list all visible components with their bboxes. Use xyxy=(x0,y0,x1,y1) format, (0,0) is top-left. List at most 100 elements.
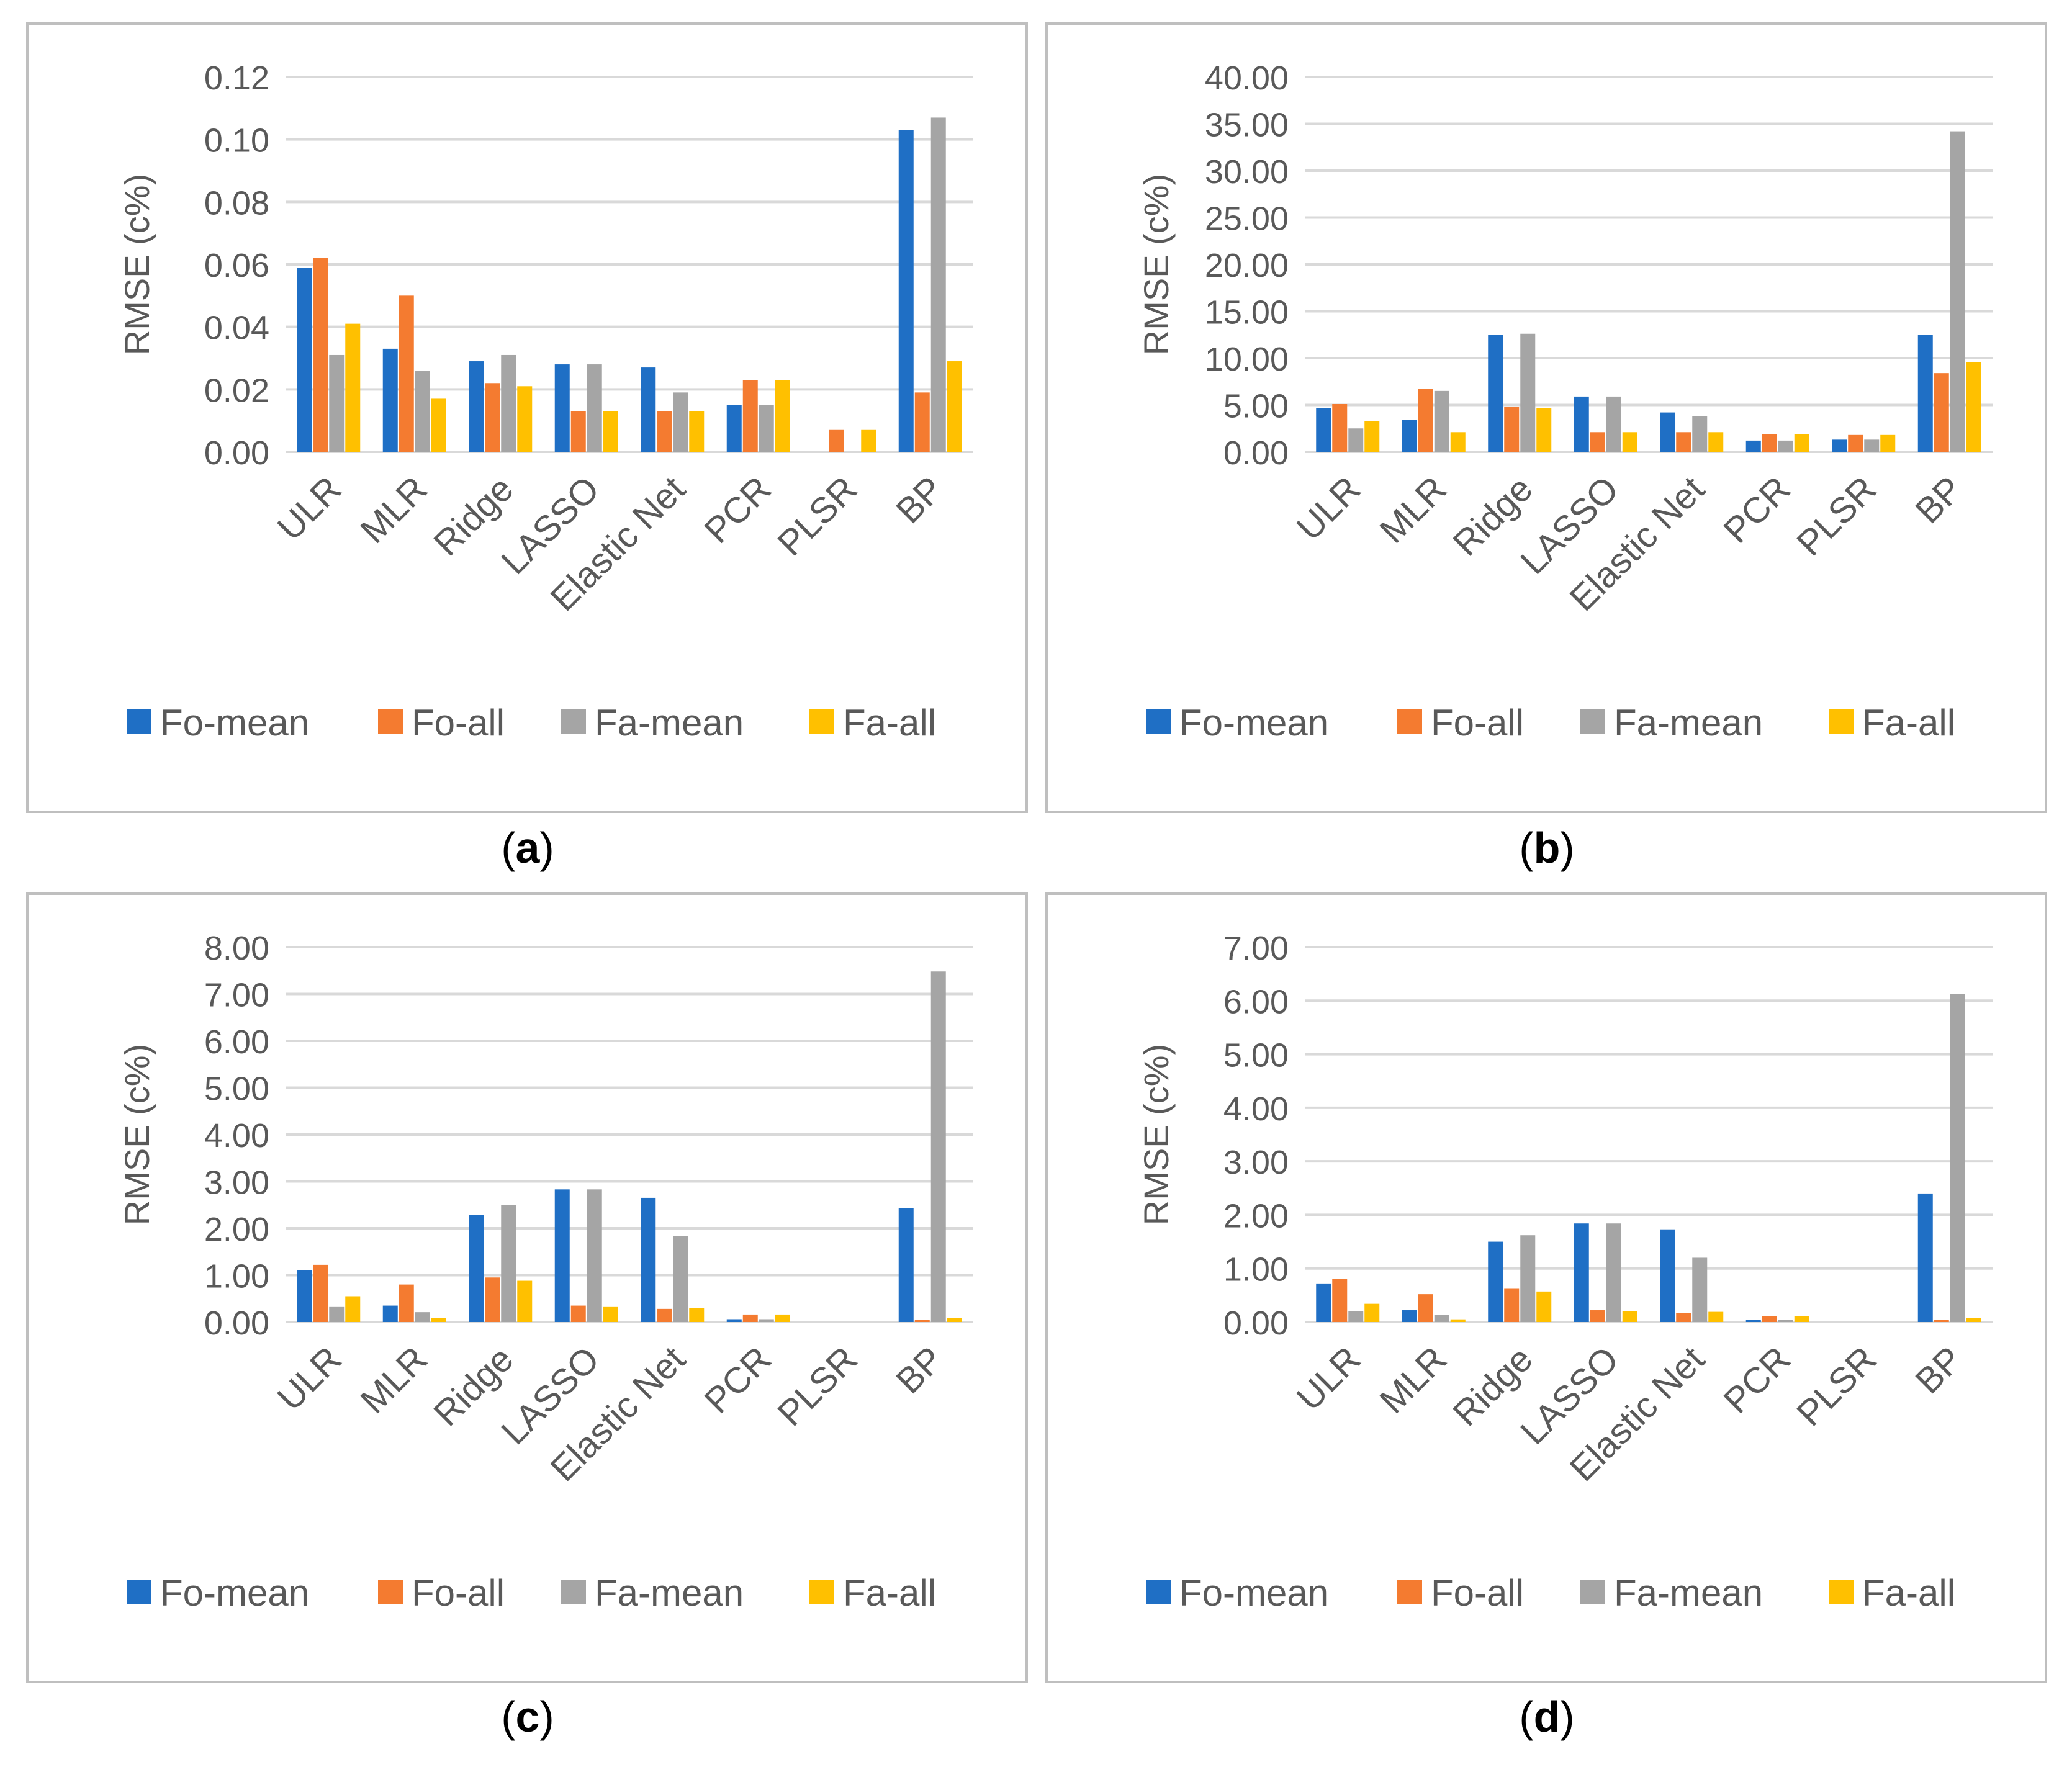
bar-fo-all-bp xyxy=(1934,1320,1949,1322)
legend-swatch-fa-mean xyxy=(561,1580,586,1604)
bar-fa-all-elastic-net xyxy=(1708,1311,1724,1322)
bar-fa-mean-pcr xyxy=(759,1319,774,1322)
bar-fa-all-ridge xyxy=(517,1280,533,1322)
y-tick-label: 40.00 xyxy=(1205,60,1289,97)
legend-swatch-fo-all xyxy=(1397,709,1422,734)
bar-fo-all-elastic-net xyxy=(657,1308,672,1322)
bar-fo-all-ridge xyxy=(1504,407,1520,452)
y-tick-label: 10.00 xyxy=(1205,341,1289,378)
y-tick-label: 3.00 xyxy=(204,1164,269,1202)
bar-fa-mean-ridge xyxy=(501,1205,516,1322)
bar-fa-all-elastic-net xyxy=(689,1308,705,1322)
bar-fo-all-ridge xyxy=(485,1277,500,1322)
panel-caption: (c) xyxy=(501,1693,554,1741)
bar-fa-mean-lasso xyxy=(1606,1223,1621,1322)
bar-fa-all-ulr xyxy=(345,1296,361,1322)
bar-fa-all-bp xyxy=(947,361,962,452)
bar-fo-mean-lasso xyxy=(554,1189,570,1322)
bar-fa-all-bp xyxy=(1966,1318,1981,1322)
bar-fo-mean-pcr xyxy=(1745,1320,1761,1322)
bar-fa-all-mlr xyxy=(431,398,446,452)
bar-fa-mean-ulr xyxy=(329,1306,345,1322)
y-tick-label: 0.00 xyxy=(204,1305,269,1342)
bar-fo-mean-mlr xyxy=(1402,1310,1417,1322)
bar-fo-mean-bp xyxy=(898,130,914,452)
bar-fa-all-bp xyxy=(1966,362,1981,452)
y-tick-label: 1.00 xyxy=(1223,1251,1289,1288)
legend-swatch-fo-mean xyxy=(1146,1580,1171,1604)
bar-fa-all-ulr xyxy=(1364,421,1380,452)
y-axis-label: RMSE (c%) xyxy=(1137,174,1176,355)
bar-fo-all-lasso xyxy=(570,1305,586,1322)
y-tick-label: 5.00 xyxy=(204,1071,269,1108)
bar-fo-mean-elastic-net xyxy=(641,1197,656,1322)
bar-fa-mean-lasso xyxy=(587,1189,602,1322)
legend-swatch-fa-all xyxy=(809,1580,834,1604)
bar-fo-mean-pcr xyxy=(1745,440,1761,452)
bar-fa-all-ridge xyxy=(517,386,533,452)
y-tick-label: 7.00 xyxy=(204,977,269,1014)
panel-caption: (a) xyxy=(501,824,554,872)
legend-label: Fa-mean xyxy=(595,702,744,744)
y-tick-label: 6.00 xyxy=(1223,983,1289,1020)
bar-fo-all-pcr xyxy=(742,1314,758,1322)
bar-fo-mean-lasso xyxy=(1574,396,1589,452)
bar-fa-all-mlr xyxy=(1450,432,1466,452)
bar-fa-all-lasso xyxy=(603,411,618,452)
bar-fo-mean-bp xyxy=(898,1208,914,1322)
bar-fo-all-bp xyxy=(1934,373,1949,452)
chart-panel-d: 0.00 1.00 2.00 3.00 4.00 5.00 6.00 7.00 RMSE (c%… xyxy=(1045,892,2047,1683)
legend-label: Fo-all xyxy=(412,702,505,744)
legend-swatch-fo-all xyxy=(378,709,403,734)
legend-label: Fo-mean xyxy=(160,702,309,744)
bar-fo-all-mlr xyxy=(399,1284,414,1322)
legend-label: Fo-mean xyxy=(1179,702,1328,744)
legend-swatch-fo-all xyxy=(1397,1580,1422,1604)
bar-fa-mean-elastic-net xyxy=(1692,1257,1708,1322)
bar-fa-mean-bp xyxy=(930,117,946,452)
legend-swatch-fo-mean xyxy=(1146,709,1171,734)
y-tick-label: 15.00 xyxy=(1205,294,1289,331)
bar-fo-mean-pcr xyxy=(726,405,742,452)
legend-swatch-fo-mean xyxy=(127,1580,151,1604)
y-tick-label: 0.00 xyxy=(204,434,269,472)
bar-fa-all-plsr xyxy=(1880,434,1896,452)
y-tick-label: 0.08 xyxy=(204,184,269,222)
legend-label: Fa-all xyxy=(843,1572,936,1614)
legend-label: Fa-all xyxy=(1862,702,1955,744)
bar-fa-all-bp xyxy=(947,1318,962,1322)
bar-fa-all-pcr xyxy=(775,1314,790,1322)
bar-fo-mean-lasso xyxy=(1574,1223,1589,1322)
bar-fo-all-ridge xyxy=(1504,1288,1520,1322)
bar-fo-all-pcr xyxy=(742,380,758,452)
bar-fa-all-lasso xyxy=(1622,432,1637,452)
bar-fa-all-pcr xyxy=(1794,1316,1809,1322)
bar-fa-all-lasso xyxy=(603,1306,618,1322)
legend-label: Fo-all xyxy=(1431,1572,1524,1614)
bar-fo-all-ulr xyxy=(313,258,328,452)
bar-fa-mean-lasso xyxy=(587,364,602,452)
bar-fa-mean-ridge xyxy=(1520,1235,1536,1322)
y-tick-label: 7.00 xyxy=(1223,930,1289,967)
legend-swatch-fa-all xyxy=(1829,709,1854,734)
bar-fa-mean-bp xyxy=(1950,131,1965,452)
bar-fo-all-elastic-net xyxy=(1676,432,1691,452)
bar-fa-mean-ridge xyxy=(501,354,516,452)
bar-fo-all-ulr xyxy=(313,1264,328,1322)
legend-label: Fa-mean xyxy=(1614,702,1763,744)
legend-label: Fo-all xyxy=(1431,702,1524,744)
y-tick-label: 1.00 xyxy=(204,1258,269,1295)
bar-fo-mean-ridge xyxy=(469,1215,484,1322)
y-tick-label: 6.00 xyxy=(204,1023,269,1061)
bar-fa-all-plsr xyxy=(861,429,876,452)
bar-fo-mean-ridge xyxy=(1488,335,1503,452)
y-tick-label: 0.00 xyxy=(1223,434,1289,472)
bar-fa-all-pcr xyxy=(1794,434,1809,452)
y-tick-label: 0.04 xyxy=(204,310,269,347)
bar-fo-mean-elastic-net xyxy=(1660,412,1675,452)
bar-fo-all-pcr xyxy=(1762,434,1777,452)
y-tick-label: 20.00 xyxy=(1205,247,1289,284)
legend-swatch-fa-mean xyxy=(1580,1580,1605,1604)
bar-fo-all-pcr xyxy=(1762,1316,1777,1322)
bar-fa-mean-pcr xyxy=(759,405,774,452)
